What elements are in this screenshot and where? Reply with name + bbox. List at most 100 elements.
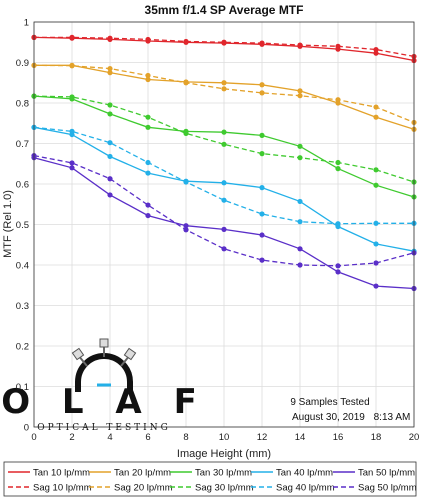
x-tick-label: 12	[257, 432, 268, 443]
data-point	[145, 76, 151, 83]
data-point	[107, 192, 113, 198]
data-point	[183, 223, 189, 229]
data-point	[297, 143, 303, 149]
data-point	[183, 227, 189, 233]
samples-note: 9 Samples Tested	[290, 397, 369, 408]
y-tick-label: 0.2	[16, 342, 29, 353]
data-point	[69, 128, 75, 134]
data-point	[297, 198, 303, 205]
data-point	[335, 97, 341, 103]
data-point	[107, 111, 113, 117]
data-point	[297, 88, 303, 94]
data-point	[69, 34, 75, 40]
data-point	[183, 179, 189, 185]
data-point	[373, 283, 379, 289]
data-point	[335, 269, 341, 275]
data-point	[221, 180, 227, 186]
data-point	[335, 43, 341, 49]
data-point	[221, 226, 227, 232]
legend-label: Sag 30 lp/mm	[195, 483, 254, 494]
legend-item-tan-30-lp-mm: Tan 30 lp/mm	[170, 468, 252, 479]
x-tick-labels: 0 2 4 6 8 10 12 14 16 18 20	[31, 432, 419, 443]
olaf-logo: O L A F OPTICAL TESTING	[1, 338, 207, 433]
legend-item-sag-20-lp-mm: Sag 20 lp/mm	[89, 483, 173, 494]
data-point	[69, 160, 75, 166]
data-point	[183, 38, 189, 45]
legend-label: Sag 50 lp/mm	[358, 483, 417, 494]
x-tick-label: 18	[371, 432, 382, 443]
legend-label: Tan 40 lp/mm	[276, 468, 333, 479]
data-point	[221, 246, 227, 252]
data-point	[221, 141, 227, 147]
legend-label: Tan 50 lp/mm	[358, 468, 415, 479]
x-tick-label: 4	[107, 432, 112, 443]
x-axis-label: Image Height (mm)	[177, 448, 271, 460]
series-sag-50-lp-mm	[31, 153, 417, 269]
data-point	[69, 94, 75, 100]
time-text: 8:13 AM	[374, 412, 411, 423]
legend-item-sag-40-lp-mm: Sag 40 lp/mm	[251, 483, 335, 494]
data-point	[335, 263, 341, 269]
data-point	[259, 132, 265, 138]
data-point	[259, 90, 265, 96]
data-point	[107, 70, 113, 76]
legend-label: Tan 20 lp/mm	[114, 468, 171, 479]
logo-letters: O L A F	[1, 382, 207, 422]
y-tick-label: 0.4	[16, 261, 29, 272]
data-point	[145, 124, 151, 130]
legend-box	[3, 461, 417, 497]
data-point	[107, 176, 113, 182]
data-point	[297, 93, 303, 99]
data-point	[259, 232, 265, 238]
data-point	[373, 182, 379, 188]
data-point	[183, 80, 189, 86]
data-point	[145, 36, 151, 43]
legend-item-tan-10-lp-mm: Tan 10 lp/mm	[8, 468, 90, 479]
data-point	[107, 140, 113, 146]
data-point	[297, 262, 303, 268]
data-point	[183, 130, 189, 136]
date-text: August 30, 2019	[292, 412, 365, 423]
legend-item-sag-10-lp-mm: Sag 10 lp/mm	[8, 483, 92, 494]
series-sag-40-lp-mm	[31, 124, 417, 227]
data-point	[259, 185, 265, 191]
data-point	[335, 221, 341, 227]
legend-item-tan-40-lp-mm: Tan 40 lp/mm	[251, 468, 333, 479]
series-line-sag-10-lp-mm	[34, 36, 415, 58]
data-point	[335, 166, 341, 172]
data-point	[221, 39, 227, 45]
x-tick-label: 10	[219, 432, 230, 443]
series-line-sag-50-lp-mm	[33, 154, 415, 267]
data-point	[373, 220, 379, 226]
data-point	[259, 211, 265, 217]
data-point	[373, 46, 379, 53]
data-point	[107, 153, 113, 160]
data-point	[145, 212, 151, 219]
y-tick-label: 0	[24, 423, 29, 434]
x-tick-label: 16	[333, 432, 344, 443]
data-point	[373, 241, 379, 247]
data-point	[107, 35, 113, 41]
data-point	[297, 246, 303, 252]
legend: Tan 10 lp/mm Sag 10 lp/mm Tan 20 lp/mm Sag …	[3, 461, 417, 497]
series-layer	[31, 34, 417, 292]
y-tick-label: 1	[24, 18, 29, 29]
data-point	[145, 159, 151, 166]
y-tick-label: 0.8	[16, 99, 29, 110]
data-point	[221, 129, 227, 135]
legend-item-tan-20-lp-mm: Tan 20 lp/mm	[89, 468, 171, 479]
legend-label: Tan 10 lp/mm	[33, 468, 90, 479]
legend-label: Sag 40 lp/mm	[276, 483, 335, 494]
legend-label: Sag 20 lp/mm	[114, 483, 173, 494]
plot-frame	[33, 21, 415, 428]
data-point	[145, 202, 151, 208]
y-tick-label: 0.3	[16, 301, 29, 312]
y-tick-label: 0.7	[16, 139, 29, 150]
series-sag-10-lp-mm	[31, 34, 417, 60]
data-point	[335, 159, 341, 166]
legend-item-sag-30-lp-mm: Sag 30 lp/mm	[170, 483, 254, 494]
logo-emblem	[71, 338, 137, 392]
y-tick-label: 0.5	[16, 220, 29, 231]
x-tick-label: 8	[183, 432, 188, 443]
